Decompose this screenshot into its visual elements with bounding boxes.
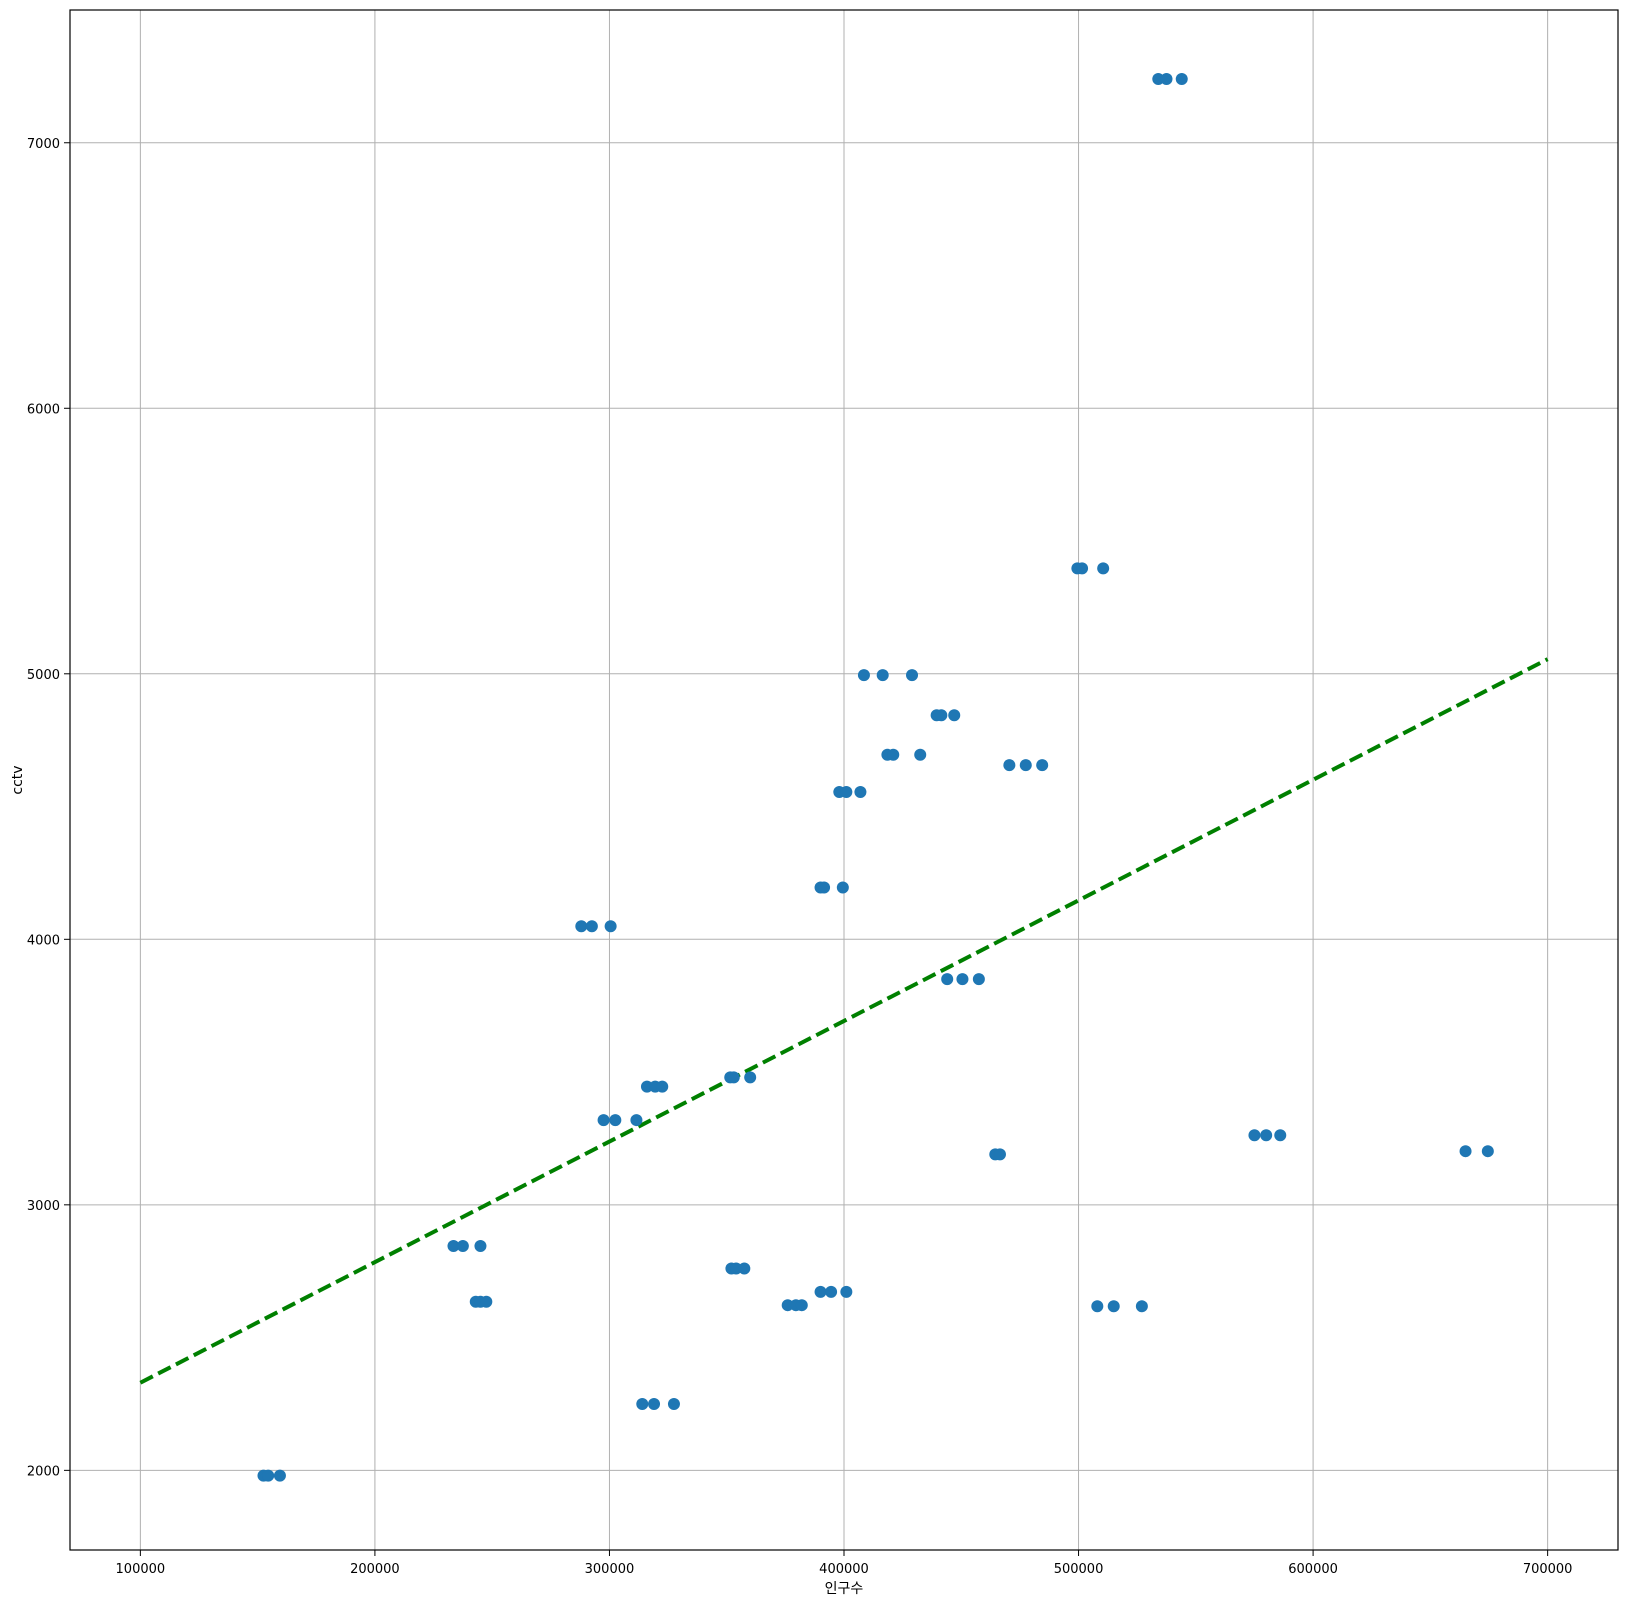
data-point <box>836 881 849 894</box>
y-tick-label: 7000 <box>27 137 60 152</box>
data-point <box>956 973 969 986</box>
data-point <box>1160 73 1173 86</box>
data-point <box>876 669 889 682</box>
data-point <box>1135 1300 1148 1313</box>
y-tick-label: 4000 <box>27 933 60 948</box>
y-tick-label: 2000 <box>27 1464 60 1479</box>
data-point <box>656 1080 669 1093</box>
data-point <box>941 973 954 986</box>
data-point <box>1152 73 1165 86</box>
x-tick-label: 300000 <box>585 1562 635 1577</box>
data-point <box>480 1295 493 1308</box>
data-point <box>993 1148 1006 1161</box>
data-point <box>575 920 588 933</box>
data-point <box>727 1071 740 1084</box>
data-point <box>630 1114 643 1127</box>
data-point <box>730 1262 743 1275</box>
y-tick-label: 5000 <box>27 668 60 683</box>
x-tick-label: 700000 <box>1523 1562 1573 1577</box>
data-point <box>818 881 831 894</box>
data-point <box>935 709 948 722</box>
data-point <box>262 1469 275 1482</box>
data-point <box>948 709 961 722</box>
x-tick-label: 600000 <box>1288 1562 1338 1577</box>
data-point <box>857 669 870 682</box>
y-axis-label: cctv <box>10 765 26 794</box>
data-point <box>1481 1145 1494 1158</box>
data-point <box>840 785 853 798</box>
regression-line-layer <box>139 657 1549 1385</box>
x-tick-label: 100000 <box>116 1562 166 1577</box>
grid <box>70 10 1618 1550</box>
data-point <box>636 1397 649 1410</box>
data-point <box>456 1239 469 1252</box>
data-point <box>744 1071 757 1084</box>
data-point <box>447 1239 460 1252</box>
data-point <box>667 1397 680 1410</box>
y-tick-label: 6000 <box>27 402 60 417</box>
regression-line <box>139 657 1549 1385</box>
data-point <box>738 1262 751 1275</box>
data-point <box>1175 73 1188 86</box>
data-point <box>273 1469 286 1482</box>
data-point <box>1260 1129 1273 1142</box>
data-point <box>840 1285 853 1298</box>
data-point <box>648 1397 661 1410</box>
data-point <box>1107 1300 1120 1313</box>
data-point <box>914 748 927 761</box>
data-point <box>609 1114 622 1127</box>
x-axis-label: 인구수 <box>825 1581 864 1597</box>
data-point <box>814 1285 827 1298</box>
data-point <box>1019 759 1032 772</box>
data-point <box>1459 1145 1472 1158</box>
data-point <box>1248 1129 1261 1142</box>
x-tick-label: 500000 <box>1054 1562 1104 1577</box>
data-point <box>1274 1129 1287 1142</box>
data-point <box>854 785 867 798</box>
data-point <box>640 1080 653 1093</box>
data-point <box>1097 562 1110 575</box>
x-tick-label: 400000 <box>819 1562 869 1577</box>
data-point <box>781 1299 794 1312</box>
data-point <box>1091 1300 1104 1313</box>
y-tick-label: 3000 <box>27 1199 60 1214</box>
data-point <box>972 973 985 986</box>
data-point <box>825 1285 838 1298</box>
data-point <box>1076 562 1089 575</box>
data-point <box>474 1239 487 1252</box>
axis-ticks: 100000 200000 300000 400000 500000 600000 7000… <box>27 137 1573 1577</box>
data-point <box>597 1114 610 1127</box>
x-tick-label: 200000 <box>350 1562 400 1577</box>
data-point <box>604 920 617 933</box>
data-point <box>887 748 900 761</box>
data-point <box>585 920 598 933</box>
scatter-points <box>257 73 1494 1482</box>
data-point <box>906 669 919 682</box>
data-point <box>795 1299 808 1312</box>
data-point <box>1036 759 1049 772</box>
data-point <box>1003 759 1016 772</box>
